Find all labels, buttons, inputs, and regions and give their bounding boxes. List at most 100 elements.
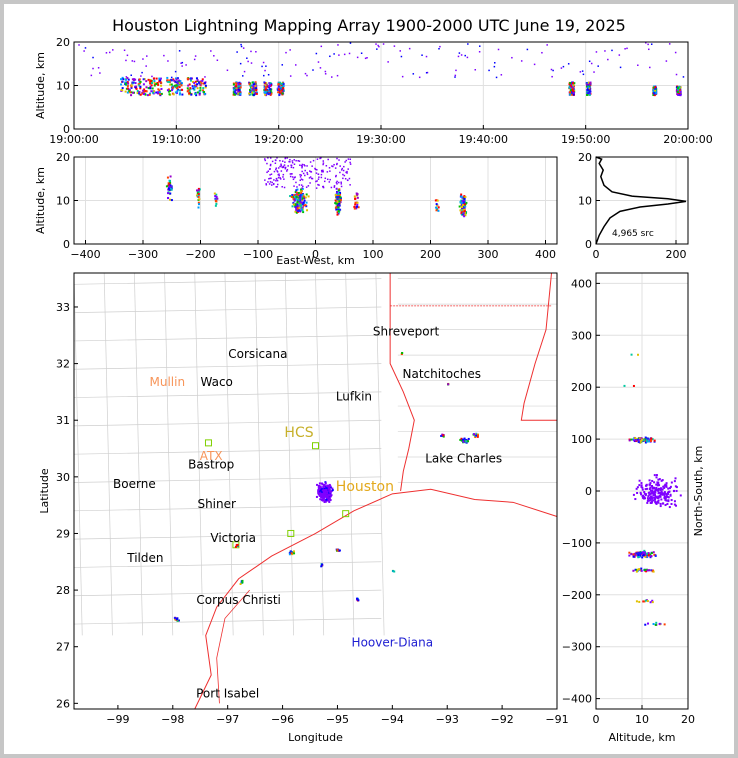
ns-source-point xyxy=(638,552,641,555)
ns-source-point xyxy=(673,503,676,506)
ns-source-point xyxy=(642,496,645,499)
time-source-point xyxy=(263,81,266,84)
map-place-label: Corsicana xyxy=(228,347,287,361)
time-source-point xyxy=(196,79,199,82)
ns-source-point xyxy=(659,505,662,508)
ew-source-point xyxy=(275,178,278,180)
map-source-point xyxy=(320,491,323,494)
ew-source-point xyxy=(346,172,348,174)
time-source-point xyxy=(170,79,173,82)
map-source-point xyxy=(461,438,464,441)
time-source-point xyxy=(252,87,255,90)
ew-source-point xyxy=(298,199,301,202)
time-source-point xyxy=(267,86,270,89)
ew-xtick-label: 200 xyxy=(420,248,441,261)
time-source-point xyxy=(171,86,174,89)
time-source-point xyxy=(237,83,240,86)
time-ytick-label: 0 xyxy=(63,123,70,136)
time-source-point xyxy=(677,93,680,96)
ns-source-point xyxy=(653,496,656,499)
time-source-point xyxy=(408,47,411,50)
ew-source-point xyxy=(291,160,294,162)
time-source-point xyxy=(495,76,498,79)
map-source-point xyxy=(401,352,404,355)
time-source-point xyxy=(267,89,270,92)
map-source-point xyxy=(324,488,327,491)
time-source-point xyxy=(125,76,128,78)
map-source-point xyxy=(317,486,320,489)
time-source-point xyxy=(173,79,176,82)
ew-source-point xyxy=(286,170,288,172)
ew-source-point xyxy=(299,205,302,208)
time-source-point xyxy=(204,76,206,78)
ew-source-point xyxy=(339,201,342,204)
ew-source-point xyxy=(296,201,299,204)
ew-source-point xyxy=(333,163,335,166)
time-source-point xyxy=(210,50,212,52)
ns-ytick-label: 100 xyxy=(571,433,592,446)
ew-source-point xyxy=(264,159,267,162)
ns-source-point xyxy=(664,498,667,501)
time-source-point xyxy=(333,53,335,55)
ns-source-point xyxy=(663,493,666,496)
time-source-point xyxy=(131,78,134,81)
time-source-point xyxy=(191,85,194,88)
time-source-point xyxy=(142,58,144,60)
time-source-point xyxy=(678,86,681,89)
time-source-point xyxy=(127,78,130,81)
time-source-point xyxy=(572,91,575,94)
ew-source-point xyxy=(434,206,437,209)
map-source-point xyxy=(393,570,396,573)
ns-source-point xyxy=(653,474,656,477)
time-source-point xyxy=(654,86,657,89)
ns-source-point xyxy=(632,493,635,496)
ns-source-point xyxy=(638,555,641,558)
ew-source-point xyxy=(290,164,292,167)
ew-source-point xyxy=(300,207,303,210)
map-source-point xyxy=(473,433,476,436)
time-source-point xyxy=(588,93,591,96)
ns-source-point xyxy=(638,479,641,482)
time-source-point xyxy=(567,63,570,65)
time-source-point xyxy=(254,81,257,84)
time-source-point xyxy=(649,66,651,69)
ew-source-point xyxy=(296,197,299,200)
ew-source-point xyxy=(279,159,281,162)
ns-source-point xyxy=(644,553,647,556)
time-source-point xyxy=(338,54,340,56)
ew-source-point xyxy=(337,193,340,196)
ns-source-point xyxy=(635,487,638,490)
map-place-label: Lufkin xyxy=(336,389,372,403)
map-source-point xyxy=(317,490,320,493)
time-source-point xyxy=(588,60,591,63)
time-xtick-label: 19:50:00 xyxy=(561,133,610,146)
ew-source-point xyxy=(283,166,285,168)
map-station-label: ATX xyxy=(200,449,223,463)
time-xtick-label: 19:00:00 xyxy=(49,133,98,146)
ns-source-point xyxy=(661,479,664,482)
time-source-point xyxy=(151,75,153,78)
ns-source-point xyxy=(637,438,640,441)
ew-source-point xyxy=(342,173,344,176)
time-source-point xyxy=(569,85,572,88)
ew-source-point xyxy=(297,191,300,194)
map-source-point xyxy=(325,490,328,493)
ns-source-point xyxy=(651,438,654,441)
time-source-point xyxy=(181,88,184,91)
time-source-point xyxy=(140,75,142,77)
time-source-point xyxy=(201,79,204,82)
ns-source-point xyxy=(652,494,655,497)
map-place-label: Boerne xyxy=(113,477,156,491)
ew-source-point xyxy=(307,195,310,198)
time-source-point xyxy=(624,48,626,50)
time-source-point xyxy=(267,73,270,76)
map-source-point xyxy=(318,494,321,497)
ns-source-point xyxy=(647,495,650,498)
ew-source-point xyxy=(296,199,299,202)
time-source-point xyxy=(425,55,428,58)
ew-source-point xyxy=(290,195,293,198)
time-source-point xyxy=(466,56,469,59)
ns-source-point xyxy=(651,489,654,492)
ns-source-point xyxy=(639,438,642,441)
ew-source-point xyxy=(301,207,304,210)
